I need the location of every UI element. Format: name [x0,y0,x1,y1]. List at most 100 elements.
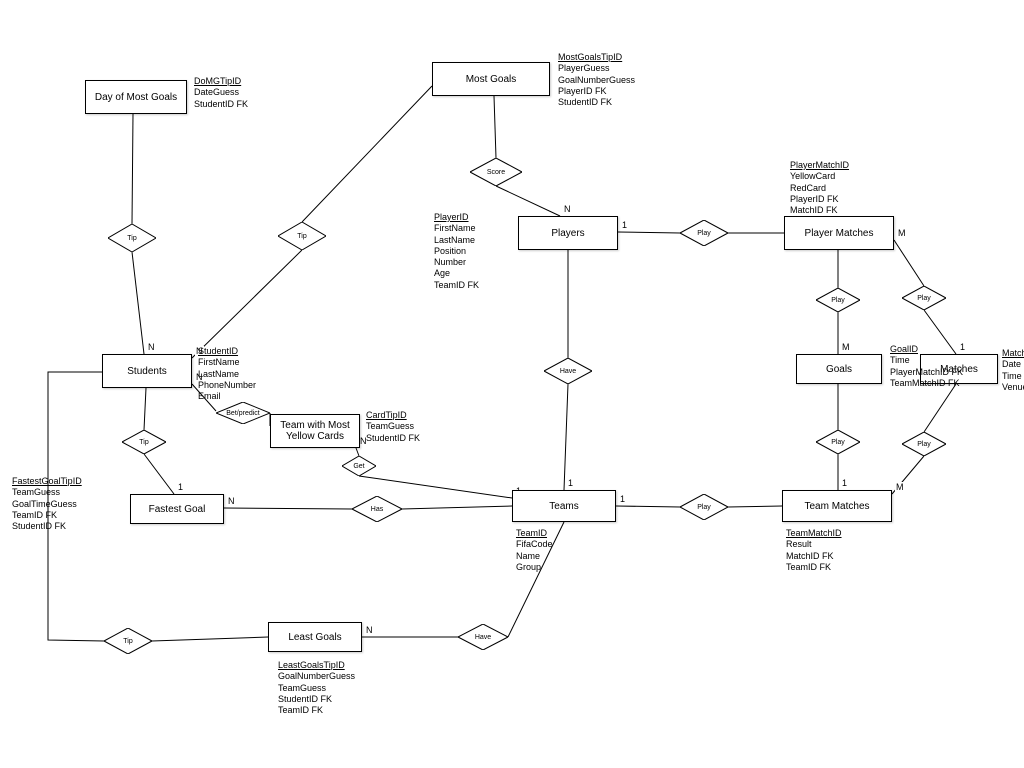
entity-teams: Teams [512,490,616,522]
attr-line: StudentID [198,346,256,357]
cardinality-label: N [227,496,236,506]
attr-line: Email [198,391,256,402]
attr-line: StudentID FK [278,694,355,705]
attr-line: LastName [434,235,479,246]
cardinality-label: N [563,204,572,214]
attr-line: TeamGuess [12,487,82,498]
attrs-teamMatches: TeamMatchIDResultMatchID FKTeamID FK [786,528,842,573]
relationship-label: Have [560,368,576,375]
attr-line: MostGoalsTipID [558,52,635,63]
relationship-label: Bet/predict [226,410,259,417]
attrs-students: StudentIDFirstNameLastNamePhoneNumberEma… [198,346,256,402]
relationship-playMatchTM: Play [902,432,946,456]
relationship-label: Play [831,439,845,446]
relationship-label: Has [371,506,383,513]
relationship-playGoalsPM: Play [816,288,860,312]
attr-line: TeamGuess [366,421,420,432]
cardinality-label: 1 [567,478,574,488]
entity-playerMatches: Player Matches [784,216,894,250]
attr-line: TeamID FK [434,280,479,291]
cardinality-label: N [365,625,374,635]
relationship-havePlayers: Have [544,358,592,384]
attr-line: PhoneNumber [198,380,256,391]
attr-line: CardTipID [366,410,420,421]
entity-students: Students [102,354,192,388]
cardinality-label: M [895,482,905,492]
attrs-dayMostGoals: DoMGTipIDDateGuessStudentID FK [194,76,248,110]
attr-line: PlayerID FK [790,194,849,205]
attr-line: FirstName [198,357,256,368]
cardinality-label: 1 [621,220,628,230]
entity-teamYellow: Team with Most Yellow Cards [270,414,360,448]
attr-line: FastestGoalTipID [12,476,82,487]
attrs-leastGoals: LeastGoalsTipIDGoalNumberGuessTeamGuessS… [278,660,355,716]
attr-line: Venue [1002,382,1024,393]
attr-line: PlayerID FK [558,86,635,97]
attr-line: PlayerID [434,212,479,223]
relationship-label: Tip [123,638,132,645]
attr-line: TeamMatchID FK [890,378,963,389]
relationship-label: Play [917,295,931,302]
relationship-tipDoMG: Tip [108,224,156,252]
attr-line: MatchID [1002,348,1024,359]
attr-line: TeamID FK [278,705,355,716]
attrs-players: PlayerIDFirstNameLastNamePositionNumberA… [434,212,479,291]
attr-line: TeamMatchID [786,528,842,539]
attr-line: TeamID FK [12,510,82,521]
cardinality-label: 1 [619,494,626,504]
attrs-playerMatches: PlayerMatchIDYellowCardRedCardPlayerID F… [790,160,849,216]
attr-line: RedCard [790,183,849,194]
entity-teamMatches: Team Matches [782,490,892,522]
attr-line: Group [516,562,553,573]
relationship-playGoalsTM: Play [816,430,860,454]
attr-line: MatchID FK [786,551,842,562]
attr-line: DateGuess [194,87,248,98]
entity-dayMostGoals: Day of Most Goals [85,80,187,114]
cardinality-label: N [147,342,156,352]
attrs-teams: TeamIDFifaCodeNameGroup [516,528,553,573]
attr-line: Number [434,257,479,268]
cardinality-label: 1 [177,482,184,492]
attr-line: Result [786,539,842,550]
cardinality-label: M [897,228,907,238]
attr-line: StudentID FK [12,521,82,532]
relationship-label: Score [487,169,505,176]
attr-line: TeamGuess [278,683,355,694]
relationship-score: Score [470,158,522,186]
entity-mostGoals: Most Goals [432,62,550,96]
attr-line: MatchID FK [790,205,849,216]
attr-line: GoalNumberGuess [278,671,355,682]
relationship-label: Get [353,463,364,470]
relationship-label: Have [475,634,491,641]
relationship-tipLeast: Tip [104,628,152,654]
attr-line: StudentID FK [558,97,635,108]
relationship-getYellow: Get [342,456,376,476]
entity-goals: Goals [796,354,882,384]
relationship-label: Play [697,504,711,511]
attr-line: Name [516,551,553,562]
relationship-playPM: Play [680,220,728,246]
attr-line: GoalTimeGuess [12,499,82,510]
relationship-label: Play [917,441,931,448]
attr-line: FirstName [434,223,479,234]
attr-line: StudentID FK [366,433,420,444]
relationship-label: Play [697,230,711,237]
relationship-label: Play [831,297,845,304]
entity-leastGoals: Least Goals [268,622,362,652]
attrs-matches: MatchIDDateTimeVenue [1002,348,1024,393]
relationship-label: Tip [139,439,148,446]
attr-line: PlayerMatchID FK [890,367,963,378]
entity-players: Players [518,216,618,250]
attr-line: StudentID FK [194,99,248,110]
relationship-betPredict: Bet/predict [216,402,270,424]
attr-line: Time [1002,371,1024,382]
attr-line: Date [1002,359,1024,370]
relationship-haveLeast: Have [458,624,508,650]
attr-line: Time [890,355,963,366]
entity-fastestGoal: Fastest Goal [130,494,224,524]
er-diagram-canvas: 1N1N1N1N1MM1N1N1N1N1N11N1MM1N1N1TipTipSc… [0,0,1024,768]
attrs-fastestGoal: FastestGoalTipIDTeamGuessGoalTimeGuessTe… [12,476,82,532]
attr-line: PlayerMatchID [790,160,849,171]
relationship-label: Tip [297,233,306,240]
attr-line: GoalID [890,344,963,355]
